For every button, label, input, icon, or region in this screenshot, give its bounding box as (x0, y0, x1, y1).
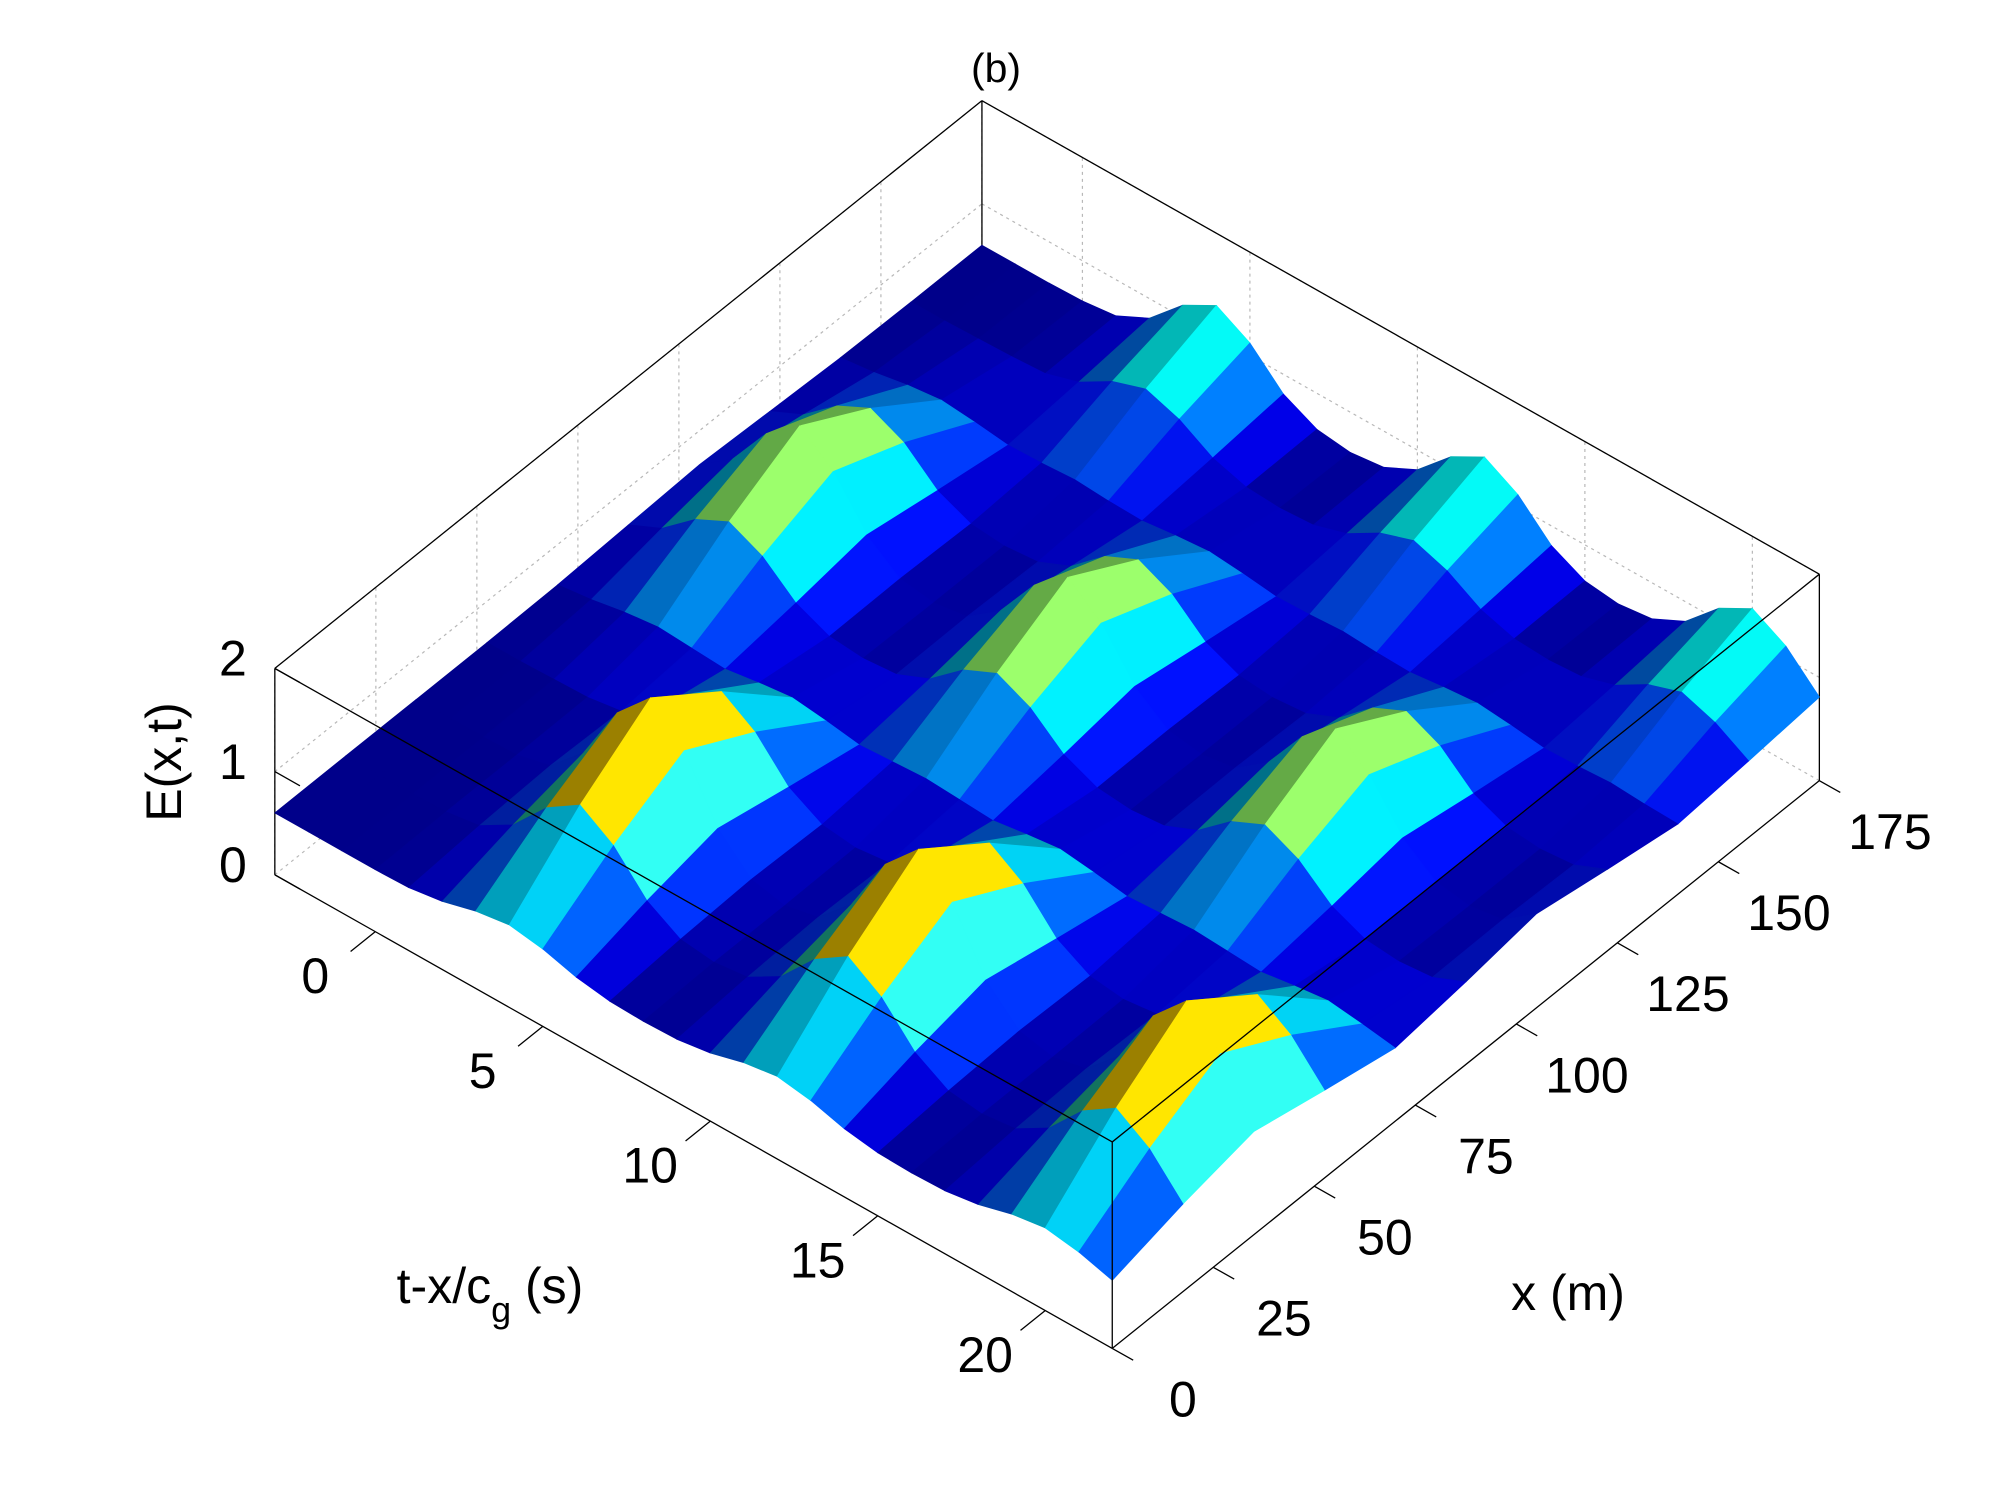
box-edge (274, 874, 1113, 1349)
t-tick-label: 20 (957, 1327, 1013, 1383)
t-axis-label: t-x/cg (s) (397, 1258, 584, 1329)
back-layer (274, 100, 1821, 876)
tick-mark (1819, 780, 1841, 794)
t-axis-label-sub: g (491, 1289, 511, 1330)
z-axis-label: E(x,t) (136, 702, 192, 821)
surface (274, 244, 1820, 1281)
box-edge (1111, 573, 1820, 1143)
x-axis-label: x (m) (1511, 1265, 1625, 1321)
chart-title: (b) (971, 45, 1021, 91)
t-tick-label: 5 (469, 1043, 497, 1099)
tick-mark (852, 1215, 879, 1237)
x-tick-label: 0 (1169, 1372, 1197, 1428)
tick-mark (1515, 1023, 1538, 1037)
tick-mark (274, 667, 301, 684)
box-edge (274, 667, 1113, 1143)
box-edge (274, 100, 983, 669)
x-tick-label: 150 (1747, 885, 1830, 941)
tick-mark (1718, 861, 1740, 875)
tick-mark (1313, 1185, 1336, 1199)
tick-mark (274, 874, 301, 890)
front-layer: 0 5 10 15 20 0 25 50 75 100 125 150 175 0 1 2 (219, 573, 1932, 1428)
tick-mark (350, 931, 376, 953)
x-tick-label: 75 (1458, 1128, 1514, 1184)
x-tick-label: 125 (1646, 966, 1729, 1022)
tick-mark (1020, 1309, 1046, 1331)
t-tick-label: 10 (622, 1138, 678, 1194)
tick-mark (685, 1120, 711, 1142)
x-tick-label: 175 (1848, 804, 1931, 860)
tick-mark (1212, 1266, 1235, 1280)
t-tick-label: 0 (301, 948, 329, 1004)
tick-mark (517, 1025, 544, 1047)
box-edge (1111, 780, 1820, 1349)
tick-mark (1111, 1347, 1134, 1361)
z-tick-label: 1 (219, 734, 247, 790)
surface-patch (1078, 1148, 1184, 1281)
x-tick-label: 50 (1357, 1210, 1413, 1266)
tick-mark (1414, 1104, 1437, 1118)
x-tick-label: 100 (1545, 1047, 1628, 1103)
t-axis-label-unit: (s) (511, 1258, 583, 1314)
z-tick-label: 0 (219, 837, 247, 893)
box-edge (981, 100, 1820, 575)
x-tick-label: 25 (1256, 1291, 1312, 1347)
t-axis-label-main: t-x/c (397, 1258, 491, 1314)
tick-mark (1617, 942, 1639, 956)
t-tick-label: 15 (790, 1232, 846, 1288)
z-tick-label: 2 (219, 631, 247, 687)
tick-mark (274, 771, 301, 787)
